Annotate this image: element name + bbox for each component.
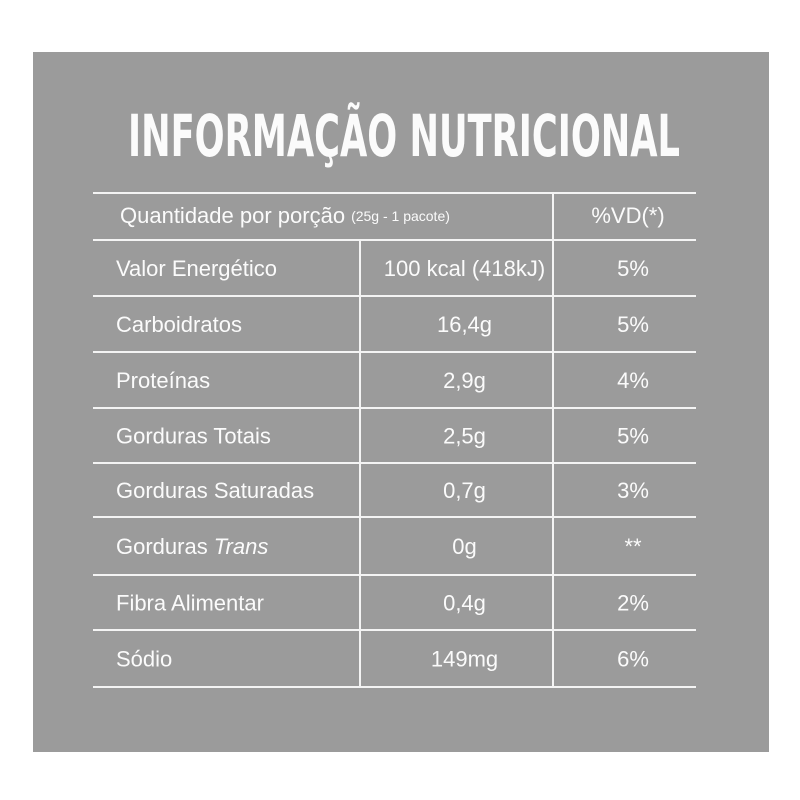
- nutrient-name-text: Valor Energético: [116, 256, 277, 281]
- nutrient-name-italic: Trans: [214, 534, 269, 559]
- nutrient-dv: 3%: [617, 478, 649, 503]
- nutrient-dv: 4%: [617, 368, 649, 393]
- nutrient-name: Carboidratos: [116, 312, 242, 337]
- header-portion: (25g - 1 pacote): [351, 208, 450, 224]
- nutrient-name: Gorduras Trans: [116, 534, 268, 559]
- nutrient-name-text: Fibra Alimentar: [116, 590, 264, 615]
- nutrient-name: Gorduras Totais: [116, 423, 271, 448]
- nutrient-amount: 2,9g: [443, 368, 486, 393]
- nutrient-name: Valor Energético: [116, 256, 277, 281]
- header-dv: %VD(*): [591, 203, 664, 228]
- nutrient-name: Sódio: [116, 646, 172, 671]
- nutrient-name-text: Sódio: [116, 646, 172, 671]
- nutrient-dv: 6%: [617, 646, 649, 671]
- nutrient-name: Proteínas: [116, 368, 210, 393]
- nutrient-dv: 5%: [617, 312, 649, 337]
- nutrient-amount: 0g: [452, 534, 476, 559]
- panel-background: [33, 52, 769, 752]
- nutrient-name-text: Gorduras Saturadas: [116, 478, 314, 503]
- nutrient-amount: 16,4g: [437, 312, 492, 337]
- nutrient-amount: 100 kcal (418kJ): [384, 256, 545, 281]
- nutrient-amount: 0,4g: [443, 590, 486, 615]
- nutrient-dv: 5%: [617, 256, 649, 281]
- nutrient-name-text: Carboidratos: [116, 312, 242, 337]
- nutrient-amount: 2,5g: [443, 423, 486, 448]
- nutrient-name-text: Proteínas: [116, 368, 210, 393]
- header-label-text: Quantidade por porção: [120, 203, 345, 228]
- nutrient-name: Fibra Alimentar: [116, 590, 264, 615]
- title: INFORMAÇÃO NUTRICIONAL: [128, 101, 680, 170]
- nutrient-name-text: Gorduras Totais: [116, 423, 271, 448]
- nutrient-amount: 149mg: [431, 646, 498, 671]
- nutrient-dv: 2%: [617, 590, 649, 615]
- nutrient-name: Gorduras Saturadas: [116, 478, 314, 503]
- nutrient-amount: 0,7g: [443, 478, 486, 503]
- header-label: Quantidade por porção (25g - 1 pacote): [120, 203, 450, 228]
- nutrient-dv: 5%: [617, 423, 649, 448]
- nutrient-dv: **: [624, 534, 642, 559]
- nutrient-name-text: Gorduras: [116, 534, 208, 559]
- nutrition-table: Quantidade por porção (25g - 1 pacote) %V…: [93, 192, 696, 688]
